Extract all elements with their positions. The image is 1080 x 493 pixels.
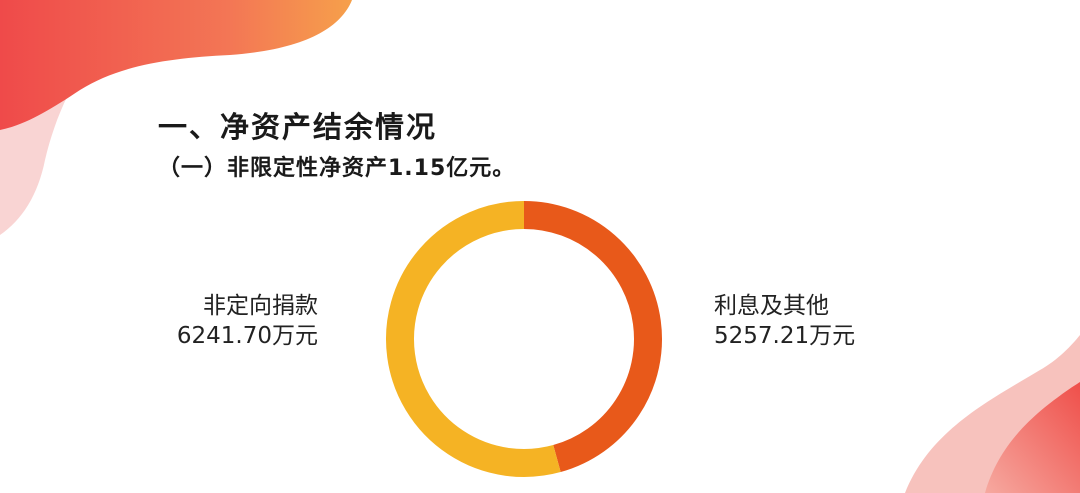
slice-label-non-directed-donations: 非定向捐款 6241.70万元 [177, 291, 318, 351]
top-left-decoration [0, 0, 352, 235]
slice-non-directed-donations [386, 201, 561, 477]
slice-interest-and-other [523, 201, 662, 473]
donut-chart [386, 201, 662, 477]
slice-value-interest-and-other: 5257.21万元 [714, 323, 856, 349]
slice-name-non-directed-donations: 非定向捐款 [203, 293, 318, 319]
slice-name-interest-and-other: 利息及其他 [714, 293, 829, 319]
slice-label-interest-and-other: 利息及其他 5257.21万元 [714, 291, 855, 351]
page-subheading: （一）非限定性净资产1.15亿元。 [158, 156, 516, 181]
slice-value-non-directed-donations: 6241.70万元 [176, 323, 318, 349]
page-heading: 一、净资产结余情况 [158, 110, 438, 144]
bottom-right-decoration [905, 335, 1080, 493]
